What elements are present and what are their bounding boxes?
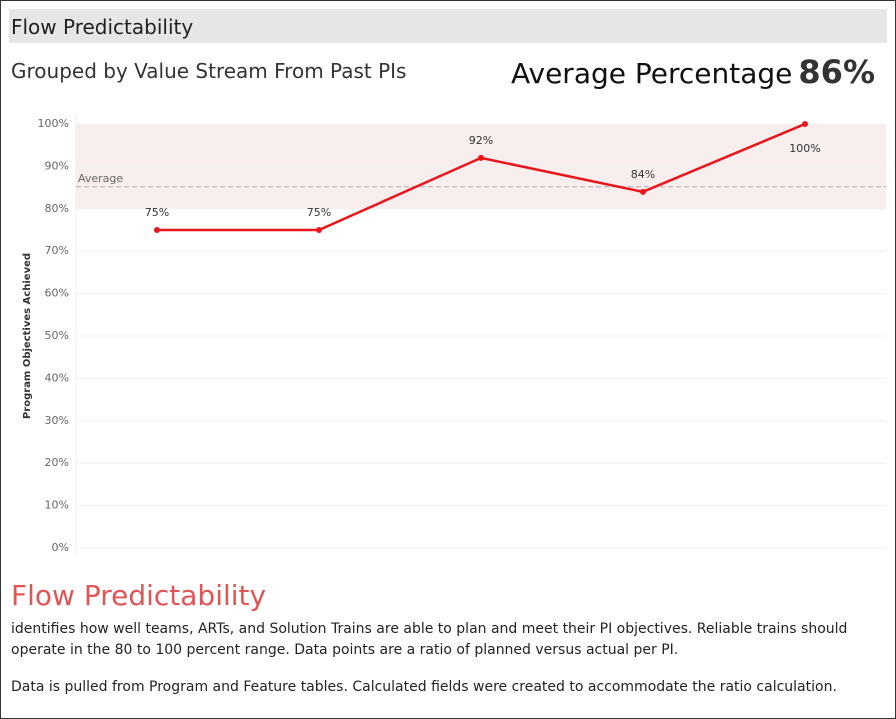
data-label: 75%: [145, 206, 169, 219]
data-label: 92%: [469, 134, 493, 147]
y-axis-label: Program Objectives Achieved: [22, 253, 33, 419]
average-box: Average Percentage 86%: [511, 53, 875, 91]
paragraph: identifies how well teams, ARTs, and Sol…: [11, 621, 848, 658]
point: [316, 227, 322, 233]
data-label: 84%: [631, 168, 655, 181]
paragraph: Data is pulled from Program and Feature …: [11, 679, 837, 695]
y-tick-label: 80%: [45, 202, 69, 215]
subtitle: Grouped by Value Stream From Past PIs: [11, 59, 407, 83]
point: [478, 154, 484, 161]
data-label: 75%: [307, 206, 331, 219]
average-label: Average Percentage: [511, 57, 793, 90]
y-tick-label: 20%: [45, 456, 69, 469]
y-tick-label: 100%: [38, 117, 69, 130]
description-title: Flow Predictability: [11, 579, 267, 612]
y-tick-label: 30%: [45, 414, 69, 427]
chart: 0% 10% 20% 30% 40% 50% 60% 70% 80% 90% 100% Program…: [22, 114, 886, 554]
average-value: 86%: [798, 53, 875, 91]
reference-label: Average: [78, 172, 123, 185]
point: [802, 121, 808, 127]
y-tick-label: 60%: [45, 287, 69, 300]
point: [154, 227, 160, 233]
data-label: 100%: [789, 142, 820, 155]
header-title: Flow Predictability: [9, 9, 887, 43]
y-tick-label: 70%: [45, 244, 69, 257]
y-tick-label: 10%: [45, 499, 69, 512]
y-tick-label: 40%: [45, 371, 69, 384]
y-tick-label: 90%: [45, 159, 69, 172]
point: [640, 188, 646, 195]
y-tick-label: 0%: [52, 541, 69, 554]
y-tick-label: 50%: [45, 329, 69, 342]
